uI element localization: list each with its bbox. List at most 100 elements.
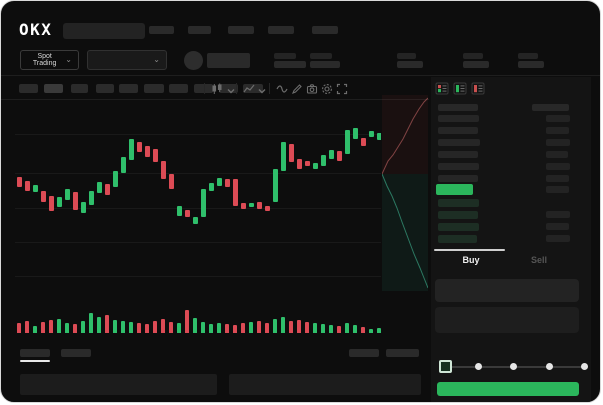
candle-wick xyxy=(99,178,100,196)
candle-wick xyxy=(131,131,132,163)
camera-icon[interactable] xyxy=(306,83,318,95)
slider-stop-0[interactable] xyxy=(439,360,452,373)
ask-price-skeleton[interactable] xyxy=(438,127,478,134)
candle-wick xyxy=(331,145,332,162)
ask-price-skeleton[interactable] xyxy=(438,163,479,170)
timeframe-button-skeleton[interactable] xyxy=(71,84,88,93)
volume-bar xyxy=(273,319,277,333)
volume-bar xyxy=(193,318,197,333)
chevron-down-icon[interactable] xyxy=(256,85,268,97)
volume-bar xyxy=(217,323,221,333)
ask-price-skeleton[interactable] xyxy=(438,175,478,182)
bid-price-skeleton[interactable] xyxy=(438,211,478,219)
volume-bar xyxy=(33,326,37,333)
slider-stop-100[interactable] xyxy=(581,363,588,370)
ask-amount-skeleton xyxy=(546,175,569,182)
last-price-indicator[interactable] xyxy=(436,184,473,195)
candle-wick xyxy=(307,157,308,169)
slider-stop-50[interactable] xyxy=(510,363,517,370)
timeframe-button-skeleton[interactable] xyxy=(96,84,114,93)
nav-item-skeleton[interactable] xyxy=(268,26,294,34)
bid-amount-skeleton xyxy=(546,235,570,242)
tab-sell[interactable]: Sell xyxy=(530,255,547,265)
orderbook-layout-asks-icon[interactable] xyxy=(471,82,485,95)
volume-bar xyxy=(129,322,133,333)
fullscreen-icon[interactable] xyxy=(336,83,348,95)
stat-value-skeleton xyxy=(310,61,340,68)
candle xyxy=(49,192,54,217)
volume-bar xyxy=(121,321,125,333)
timeframe-button-skeleton[interactable] xyxy=(119,84,138,93)
candles-chart-icon[interactable] xyxy=(211,83,223,95)
volume-bar xyxy=(257,321,261,333)
timeframe-button-skeleton[interactable] xyxy=(19,84,38,93)
candle xyxy=(137,137,142,155)
bottom-tab-skeleton[interactable] xyxy=(61,349,91,357)
amount-field[interactable] xyxy=(435,307,579,333)
okx-logo[interactable]: OKX xyxy=(19,20,53,39)
price-skeleton-bar xyxy=(207,53,250,68)
orderbook-layout-combined-icon[interactable] xyxy=(435,82,449,95)
gridline xyxy=(15,173,381,174)
volume-bar xyxy=(25,321,29,333)
candle-wick xyxy=(259,199,260,214)
buy-button[interactable] xyxy=(437,382,579,396)
nav-item-skeleton[interactable] xyxy=(188,26,211,34)
gridline xyxy=(15,208,381,209)
volume-bar xyxy=(177,323,181,333)
bid-price-skeleton[interactable] xyxy=(438,199,479,207)
candlestick-chart[interactable] xyxy=(15,107,381,294)
timeframe-button-skeleton[interactable] xyxy=(219,84,238,93)
tab-buy[interactable]: Buy xyxy=(462,255,480,265)
ask-price-skeleton[interactable] xyxy=(438,151,478,158)
bid-price-skeleton[interactable] xyxy=(438,235,477,243)
market-type-selector[interactable]: Spot Trading ⌄ xyxy=(20,50,79,70)
timeframe-button-skeleton[interactable] xyxy=(194,84,213,93)
bottom-control-skeleton[interactable] xyxy=(386,349,419,357)
slider-stop-75[interactable] xyxy=(546,363,553,370)
candle xyxy=(57,193,62,213)
candle-wick xyxy=(243,201,244,212)
pair-selector-dropdown[interactable]: ⌄ xyxy=(87,50,167,70)
volume-bar xyxy=(137,323,141,333)
settings-icon[interactable] xyxy=(321,83,333,95)
candle xyxy=(97,178,102,196)
nav-item-skeleton[interactable] xyxy=(228,26,254,34)
candle xyxy=(89,187,94,208)
bottom-panel-skeleton xyxy=(229,374,421,395)
timeframe-button-skeleton[interactable] xyxy=(243,84,263,93)
active-tab-indicator xyxy=(434,249,505,251)
candle xyxy=(25,175,30,195)
candle xyxy=(369,128,374,140)
slider-stop-25[interactable] xyxy=(475,363,482,370)
volume-bar xyxy=(281,317,285,333)
line-style-icon[interactable] xyxy=(276,83,288,95)
bottom-tab-skeleton[interactable] xyxy=(20,349,50,357)
candle xyxy=(329,145,334,162)
volume-bar xyxy=(57,319,61,333)
nav-item-skeleton[interactable] xyxy=(149,26,174,34)
price-field[interactable] xyxy=(435,279,579,302)
bid-price-skeleton[interactable] xyxy=(438,223,479,231)
ask-price-skeleton[interactable] xyxy=(438,115,479,122)
timeframe-button-skeleton[interactable] xyxy=(169,84,188,93)
candle-wick xyxy=(171,170,172,196)
draw-icon[interactable] xyxy=(291,83,303,95)
candle-wick xyxy=(179,202,180,219)
candle-wick xyxy=(203,184,204,220)
chevron-down-icon: ⌄ xyxy=(65,55,72,64)
bottom-control-skeleton[interactable] xyxy=(349,349,379,357)
header-divider xyxy=(1,75,600,76)
candle xyxy=(217,174,222,188)
orderbook-layout-bids-icon[interactable] xyxy=(453,82,467,95)
indicator-icon[interactable] xyxy=(243,83,255,95)
ask-price-skeleton[interactable] xyxy=(438,139,480,146)
timeframe-button-skeleton[interactable] xyxy=(144,84,164,93)
volume-bar xyxy=(329,325,333,333)
nav-item-skeleton[interactable] xyxy=(312,26,338,34)
candle xyxy=(297,155,302,172)
candle xyxy=(65,185,70,203)
search-input[interactable] xyxy=(63,23,145,39)
timeframe-button-skeleton[interactable] xyxy=(44,84,63,93)
chevron-down-icon[interactable] xyxy=(225,85,237,97)
